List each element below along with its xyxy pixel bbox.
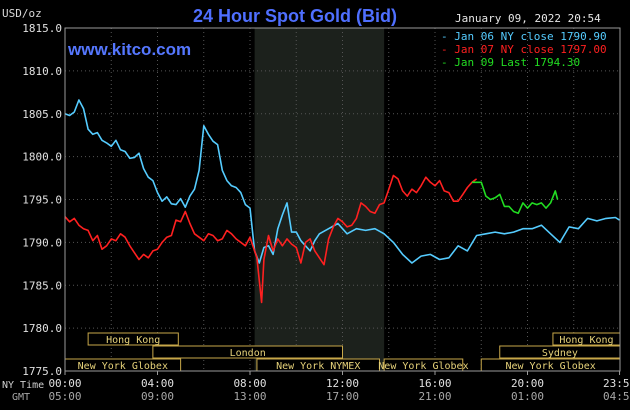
y-tick-label: 1785.0	[22, 279, 62, 292]
plot-frame	[64, 27, 621, 372]
session-label: Hong Kong	[559, 335, 613, 346]
session-label: New York Globex	[78, 361, 168, 372]
x-tick-label-gmt: 05:00	[48, 390, 81, 403]
series-line-jan-09	[472, 181, 559, 214]
y-axis-ticks: 1815.0 1810.0 1805.0 1800.0 1795.0 1790.0 1785…	[22, 22, 62, 378]
ny-trading-session-shade	[254, 28, 385, 371]
y-axis-label: USD/oz	[2, 7, 42, 20]
x-tick-label-ny: 08:00	[233, 377, 266, 390]
legend-entry: - Jan 07 NY close 1797.00	[441, 43, 607, 56]
x-tick-label-ny: 16:00	[418, 377, 451, 390]
y-tick-label: 1795.0	[22, 194, 62, 207]
session-label: Hong Kong	[106, 335, 160, 346]
y-tick-label: 1790.0	[22, 236, 62, 249]
session-label: New York Globex	[378, 361, 468, 372]
x-tick-label-gmt: 21:00	[418, 390, 451, 403]
ny-time-label: NY Time	[2, 380, 44, 391]
x-tick-label-ny: 23:59	[603, 377, 630, 390]
x-tick-label-gmt: 01:00	[511, 390, 544, 403]
session-label: Sydney	[542, 348, 578, 359]
legend: - Jan 06 NY close 1790.90- Jan 07 NY clo…	[441, 30, 607, 69]
x-tick-label-ny: 12:00	[326, 377, 359, 390]
y-tick-label: 1775.0	[22, 365, 62, 378]
chart-title: 24 Hour Spot Gold (Bid)	[193, 6, 397, 26]
x-tick-label-gmt: 09:00	[141, 390, 174, 403]
price-series	[64, 99, 620, 304]
series-line-jan-07	[64, 174, 478, 304]
session-label: New York Globex	[505, 361, 595, 372]
legend-entry: - Jan 09 Last 1794.30	[441, 56, 580, 69]
y-tick-label: 1780.0	[22, 322, 62, 335]
timestamp: January 09, 2022 20:54	[455, 12, 601, 25]
x-tick-label-gmt: 17:00	[326, 390, 359, 403]
session-bar	[152, 345, 343, 359]
legend-entry: - Jan 06 NY close 1790.90	[441, 30, 607, 43]
x-tick-label-ny: 00:00	[48, 377, 81, 390]
y-tick-label: 1815.0	[22, 22, 62, 35]
gmt-label: GMT	[12, 392, 30, 403]
market-sessions: Hong Kong Hong Kong London Sydney New York G…	[64, 332, 621, 372]
y-tick-label: 1810.0	[22, 65, 62, 78]
x-tick-label-ny: 20:00	[511, 377, 544, 390]
x-axis-ticks: 00:00 04:00 08:00 12:00 16:00 20:00 23:59 05:00…	[48, 371, 630, 403]
session-label: New York NYMEX	[276, 361, 360, 372]
x-tick-label-gmt: 04:59	[603, 390, 630, 403]
x-tick-label-gmt: 13:00	[233, 390, 266, 403]
watermark: www.kitco.com	[67, 40, 191, 59]
series-line-jan-06	[64, 99, 620, 264]
session-label: London	[230, 348, 266, 359]
x-tick-label-ny: 04:00	[141, 377, 174, 390]
y-tick-label: 1805.0	[22, 108, 62, 121]
session-bar	[87, 332, 179, 346]
y-tick-label: 1800.0	[22, 151, 62, 164]
